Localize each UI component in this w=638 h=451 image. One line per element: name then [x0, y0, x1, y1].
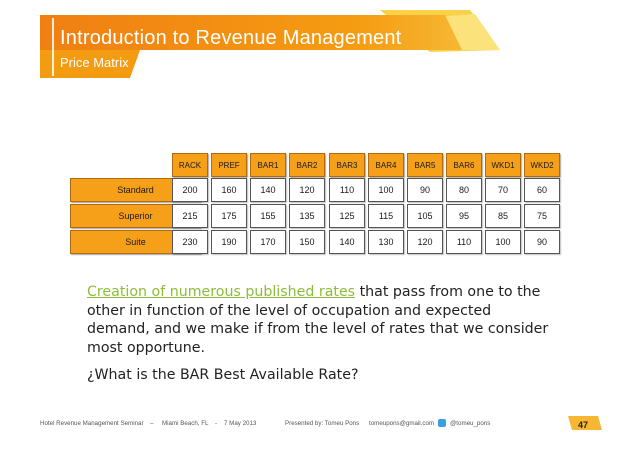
- price-cell: 70: [485, 178, 521, 202]
- price-cell: 230: [172, 230, 208, 254]
- price-cell: 140: [329, 230, 365, 254]
- price-cell: 200: [172, 178, 208, 202]
- page-number: 47: [578, 420, 589, 430]
- price-cell: 75: [524, 204, 560, 228]
- price-cell: 110: [446, 230, 482, 254]
- price-cell: 90: [524, 230, 560, 254]
- column-header: RACK: [172, 153, 208, 177]
- column-header: WKD2: [524, 153, 560, 177]
- twitter-icon: [438, 419, 446, 427]
- price-cell: 160: [211, 178, 247, 202]
- price-cell: 155: [250, 204, 286, 228]
- price-cell: 190: [211, 230, 247, 254]
- footer-separator-2: -: [215, 420, 218, 427]
- column-header: BAR6: [446, 153, 482, 177]
- price-cell: 105: [407, 204, 443, 228]
- price-cell: 85: [485, 204, 521, 228]
- paragraph-text: that pass from one to the other in funct…: [87, 284, 549, 356]
- column-header: WKD1: [485, 153, 521, 177]
- column-header: BAR4: [368, 153, 404, 177]
- price-cell: 60: [524, 178, 560, 202]
- price-cell: 120: [289, 178, 325, 202]
- price-cell: 115: [368, 204, 404, 228]
- body-paragraph: Creation of numerous published rates tha…: [87, 283, 557, 357]
- price-cell: 150: [289, 230, 325, 254]
- published-rates-link[interactable]: Creation of numerous published rates: [87, 284, 356, 300]
- column-header: PREF: [211, 153, 247, 177]
- footer-location: Miami Beach, FL: [162, 420, 209, 427]
- price-cell: 140: [250, 178, 286, 202]
- slide-subtitle: Price Matrix: [60, 55, 129, 70]
- footer-separator: –: [150, 420, 154, 427]
- price-cell: 95: [446, 204, 482, 228]
- slide-title: Introduction to Revenue Management: [60, 27, 402, 49]
- banner-graphic: [40, 10, 500, 78]
- column-header: BAR2: [289, 153, 325, 177]
- price-cell: 130: [368, 230, 404, 254]
- price-cell: 120: [407, 230, 443, 254]
- footer-presenter: Presented by: Tomeu Pons: [285, 420, 360, 427]
- price-cell: 90: [407, 178, 443, 202]
- price-cell: 110: [329, 178, 365, 202]
- price-cell: 135: [289, 204, 325, 228]
- price-cell: 175: [211, 204, 247, 228]
- price-cell: 170: [250, 230, 286, 254]
- column-header: BAR1: [250, 153, 286, 177]
- footer-seminar: Hotel Revenue Management Seminar: [40, 420, 144, 427]
- price-cell: 80: [446, 178, 482, 202]
- price-cell: 125: [329, 204, 365, 228]
- price-cell: 100: [368, 178, 404, 202]
- price-cell: 100: [485, 230, 521, 254]
- page-badge-icon: [568, 416, 602, 430]
- footer-date: 7 May 2013: [224, 420, 257, 427]
- bar-question: ¿What is the BAR Best Available Rate?: [87, 367, 359, 383]
- footer-twitter: @tomeu_pons: [450, 420, 491, 427]
- column-header: BAR5: [407, 153, 443, 177]
- footer-email: tomeupons@gmail.com: [369, 420, 435, 427]
- footer: Hotel Revenue Management Seminar – Miami…: [0, 414, 638, 434]
- title-banner: Introduction to Revenue Management Price…: [0, 0, 638, 95]
- column-header: BAR3: [329, 153, 365, 177]
- price-cell: 215: [172, 204, 208, 228]
